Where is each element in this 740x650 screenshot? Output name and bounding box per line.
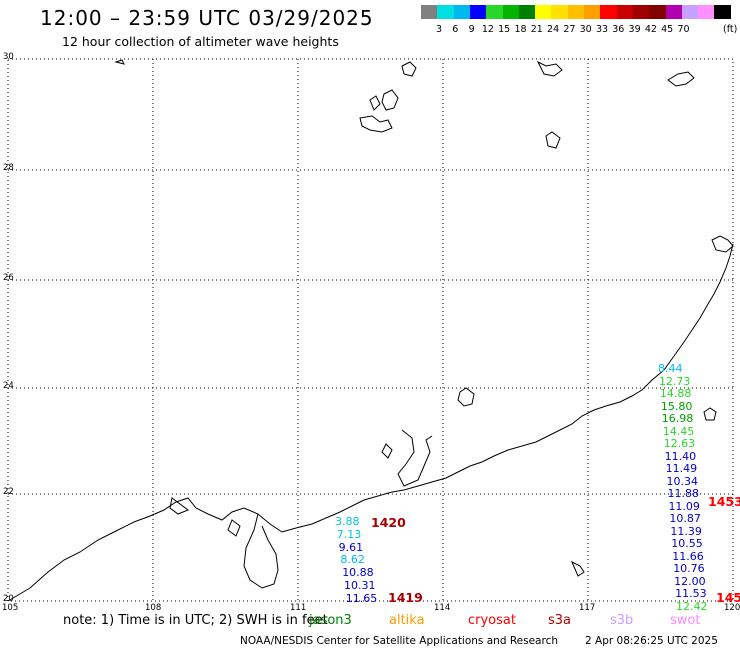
wave-height-label: 3.88	[335, 515, 360, 528]
satellite-legend-item: jason3	[309, 613, 352, 628]
y-tick-label: 26	[3, 273, 14, 283]
wave-height-label: 15.80	[660, 399, 693, 413]
wave-height-label: 11.65	[345, 591, 378, 605]
page-subtitle: 12 hour collection of altimeter wave hei…	[62, 34, 339, 49]
x-tick-label: 108	[145, 603, 162, 613]
legend-level-label: 15	[498, 24, 511, 35]
legend-level-label: 39	[628, 24, 641, 35]
legend-swatch	[600, 5, 618, 19]
satellite-legend-item: cryosat	[468, 613, 516, 628]
y-tick-label: 22	[3, 487, 14, 497]
wave-height-label: 8.62	[340, 553, 365, 567]
legend-swatch	[632, 5, 650, 19]
wave-height-label: 11.49	[665, 462, 698, 475]
x-tick-label: 117	[579, 603, 596, 613]
satellite-legend-item: s3b	[610, 613, 634, 628]
footer-datetime: 2 Apr 08:26:25 UTC 2025	[585, 635, 718, 647]
legend-unit: (ft)	[723, 24, 738, 35]
legend-level-label: 36	[612, 24, 625, 35]
footer-note: note: 1) Time is in UTC; 2) SWH is in fe…	[63, 613, 328, 628]
wave-height-label: 12.00	[674, 574, 706, 588]
pass-label-145x: 145	[716, 590, 740, 605]
x-tick-label: 111	[290, 603, 307, 613]
pass-label-1419: 1419	[388, 590, 423, 605]
wave-height-label: 12.42	[676, 599, 708, 613]
x-tick-label: 114	[434, 603, 451, 613]
wave-height-label: 10.87	[669, 512, 701, 525]
legend-swatch	[535, 5, 553, 19]
legend-level-label: 24	[547, 24, 560, 35]
x-tick-label: 120	[724, 603, 740, 613]
legend-level-label: 70	[677, 24, 690, 35]
page-title: 12:00 – 23:59 UTC 03/29/2025	[40, 6, 374, 30]
wave-height-label: 9.61	[338, 540, 364, 554]
footer-credit: NOAA/NESDIS Center for Satellite Applica…	[240, 635, 558, 647]
y-tick-label: 30	[3, 52, 14, 62]
y-tick-label: 24	[3, 381, 14, 391]
wave-height-label: 14.88	[659, 387, 692, 400]
wave-height-label: 16.98	[661, 412, 694, 425]
legend-swatch	[502, 5, 520, 19]
legend-level-label: 21	[530, 24, 543, 35]
legend-swatch	[453, 5, 471, 19]
wave-height-label: 14.45	[662, 424, 695, 438]
wave-height-label: 11.39	[670, 524, 702, 538]
legend-swatch	[469, 5, 487, 19]
legend-level-label: 45	[661, 24, 674, 35]
legend-level-label: 27	[563, 24, 576, 35]
pass-label-1420: 1420	[371, 515, 406, 530]
legend-swatch	[714, 5, 732, 19]
legend-swatch	[421, 5, 438, 19]
satellite-legend-item: s3a	[548, 613, 572, 628]
wave-height-label: 11.88	[667, 487, 700, 500]
satellite-legend-item: swot	[670, 613, 701, 628]
wave-height-label: 10.31	[344, 579, 376, 592]
pass-label-1453: 1453	[708, 494, 740, 509]
wave-height-label: 12.73	[658, 374, 691, 388]
y-tick-label: 20	[3, 594, 14, 604]
legend-swatch	[518, 5, 536, 19]
y-tick-label: 28	[3, 163, 14, 173]
wave-height-label: 11.53	[675, 587, 707, 600]
legend-swatch	[486, 5, 504, 19]
satellite-legend-item: altika	[389, 613, 425, 628]
legend-level-label: 6	[452, 24, 459, 35]
legend-swatch	[698, 5, 716, 19]
legend-level-label: 33	[595, 24, 609, 35]
x-tick-label: 105	[2, 603, 19, 613]
wave-height-label: 10.55	[671, 537, 703, 550]
wave-height-label: 12.63	[663, 437, 696, 450]
legend-swatch	[616, 5, 634, 19]
wave-height-label: 10.76	[673, 562, 705, 575]
wave-height-label: 11.66	[672, 549, 704, 563]
wave-height-label: 11.09	[668, 499, 700, 513]
legend-swatch	[567, 5, 585, 19]
legend-level-label: 9	[468, 24, 475, 35]
legend-level-label: 30	[579, 24, 592, 35]
wave-height-label: 10.34	[666, 474, 699, 488]
wave-height-label: 8.44	[658, 362, 683, 375]
legend-level-label: 18	[514, 24, 527, 35]
legend-swatch	[681, 5, 699, 19]
wave-height-label: 7.13	[336, 527, 362, 541]
legend-swatch	[551, 5, 569, 19]
legend-level-label: 3	[435, 24, 443, 35]
wave-height-label: 10.88	[342, 566, 374, 580]
legend-swatch	[649, 5, 667, 19]
legend-swatch	[584, 5, 601, 19]
legend-swatch	[437, 5, 455, 19]
legend-level-label: 12	[481, 24, 494, 35]
legend-level-label: 42	[644, 24, 657, 35]
coastline	[7, 59, 734, 602]
map-grid	[7, 58, 734, 602]
wave-height-label: 11.40	[664, 449, 697, 463]
legend-swatch	[665, 5, 683, 19]
